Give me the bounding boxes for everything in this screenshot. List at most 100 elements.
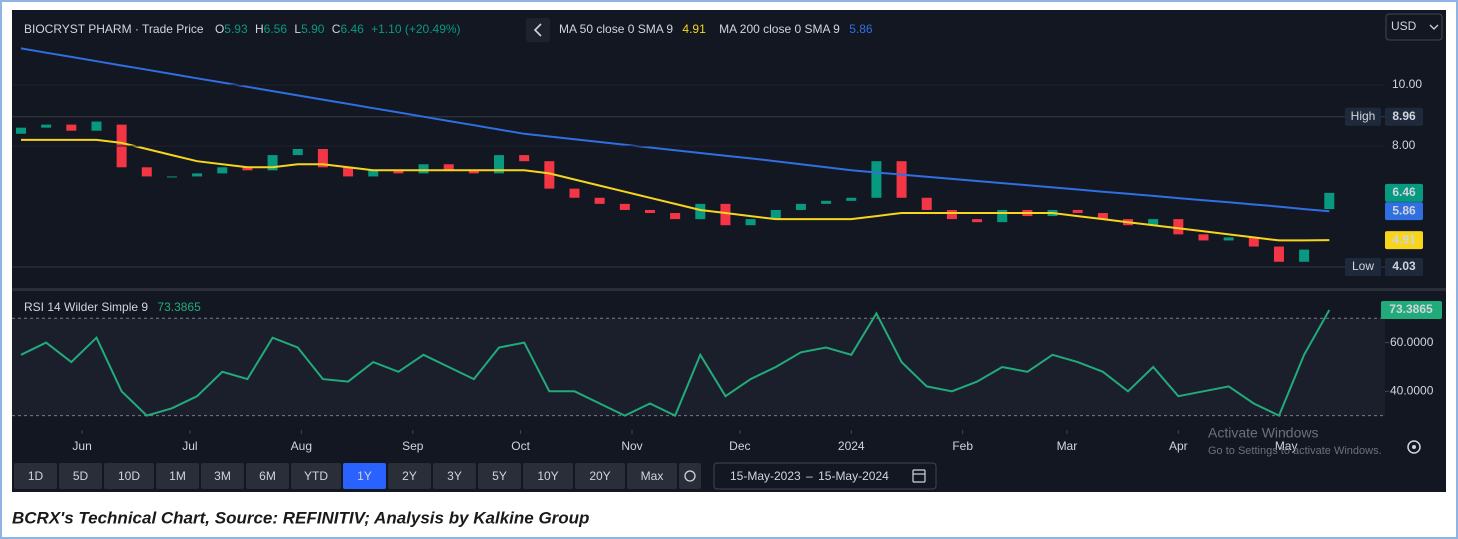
candle <box>896 161 907 198</box>
date-sep: – <box>806 469 813 483</box>
date-range[interactable]: 15-May-2023 – 15-May-2024 <box>713 462 937 490</box>
ma200-value: 5.86 <box>849 22 873 36</box>
y-tick-label: 10.00 <box>1392 77 1422 91</box>
settings-button[interactable] <box>1407 440 1421 454</box>
rsi-tag-box <box>1381 301 1442 320</box>
calendar-icon <box>912 469 926 483</box>
range-button[interactable] <box>388 463 431 489</box>
x-tick-label: 2024 <box>838 439 865 453</box>
x-tick-label: Apr <box>1169 439 1188 453</box>
settings-icon-dot <box>1412 445 1416 449</box>
candle <box>443 164 454 171</box>
price-tag-label: 8.96 <box>1392 109 1416 123</box>
range-button[interactable] <box>104 463 154 489</box>
marker-label-box <box>1345 107 1381 126</box>
candle <box>368 170 379 177</box>
range-button[interactable] <box>343 463 386 489</box>
candle <box>292 149 303 156</box>
candle <box>1324 192 1335 210</box>
marker-label: High <box>1351 109 1376 123</box>
range-button[interactable] <box>246 463 289 489</box>
candle <box>745 219 756 226</box>
collapse-button[interactable] <box>526 18 550 42</box>
price-tag-box <box>1385 257 1423 276</box>
range-button-label: YTD <box>304 469 328 483</box>
range-button[interactable] <box>201 463 244 489</box>
ma50-name: MA 50 close 0 SMA 9 <box>559 22 673 36</box>
candle <box>1248 237 1259 247</box>
candle <box>594 197 605 204</box>
candle <box>795 203 806 210</box>
ohlc-value: 5.90 <box>301 22 325 36</box>
range-button[interactable] <box>478 463 521 489</box>
rsi-band <box>12 318 1385 416</box>
range-button[interactable] <box>59 463 102 489</box>
currency-button[interactable]: USD <box>1385 13 1443 41</box>
range-button[interactable] <box>14 463 57 489</box>
candle <box>1198 234 1209 241</box>
range-button[interactable] <box>627 463 677 489</box>
range-button-label: 20Y <box>589 469 610 483</box>
marker-label: Low <box>1352 259 1374 273</box>
rsi-value: 73.3865 <box>157 300 201 314</box>
x-tick-label: Jun <box>72 439 91 453</box>
range-button[interactable] <box>433 463 476 489</box>
candle <box>242 167 253 171</box>
currency-box[interactable] <box>1385 13 1443 41</box>
date-range-text: 15-May-2023 – 15-May-2024 <box>730 469 889 483</box>
candle <box>91 121 102 131</box>
price-tag-box <box>1385 183 1423 202</box>
rsi-tag-label: 73.3865 <box>1389 302 1433 316</box>
range-button-label: 5Y <box>492 469 507 483</box>
candle <box>418 164 429 174</box>
x-tick-label: Mar <box>1057 439 1078 453</box>
candle <box>619 203 630 210</box>
candle <box>317 149 328 168</box>
candle <box>846 197 857 201</box>
range-button[interactable] <box>575 463 625 489</box>
ohlc-key: O <box>215 22 224 36</box>
candle <box>1299 249 1310 262</box>
candle <box>41 124 52 128</box>
settings-icon[interactable] <box>1407 440 1421 454</box>
price-pane: High 8.96 Low 4.03 6.46 4.91 5.86 <box>12 47 1423 276</box>
candle <box>1273 246 1284 262</box>
moving-average-line <box>21 138 1330 242</box>
candle <box>141 167 152 177</box>
x-tick-label: Sep <box>402 439 424 453</box>
range-button[interactable] <box>291 463 341 489</box>
x-tick-label: Dec <box>729 439 750 453</box>
price-tag-box <box>1385 231 1423 250</box>
candle <box>66 124 77 131</box>
date-from: 15-May-2023 <box>730 469 801 483</box>
ohlc-key: C <box>332 22 341 36</box>
candle <box>192 173 203 177</box>
price-tag-box <box>1385 202 1423 221</box>
range-settings-button[interactable] <box>679 463 701 489</box>
range-button-label: 3M <box>214 469 231 483</box>
instrument-title: BIOCRYST PHARM · Trade Price <box>24 22 204 36</box>
candle <box>997 209 1008 223</box>
range-button-label: 6M <box>259 469 276 483</box>
candle <box>921 197 932 210</box>
ohlc-key: H <box>255 22 264 36</box>
x-tick-label: May <box>1275 439 1298 453</box>
dropdown-icon <box>1429 24 1439 30</box>
ohlc-value: 5.93 <box>224 22 248 36</box>
candle <box>770 209 781 220</box>
range-button[interactable] <box>156 463 199 489</box>
range-button-label: 10D <box>118 469 140 483</box>
candle <box>1072 209 1083 214</box>
y-tick-label: 60.0000 <box>1390 335 1434 349</box>
price-tag-label: 4.03 <box>1392 259 1416 273</box>
rsi-pane: 73.3865 <box>12 301 1442 417</box>
collapse-box[interactable] <box>526 18 550 42</box>
rsi-name: RSI 14 Wilder Simple 9 <box>24 300 148 314</box>
date-range-box[interactable] <box>713 462 937 490</box>
price-tag-label: 5.86 <box>1392 203 1416 217</box>
range-button-label: 1M <box>169 469 186 483</box>
range-button[interactable] <box>523 463 573 489</box>
